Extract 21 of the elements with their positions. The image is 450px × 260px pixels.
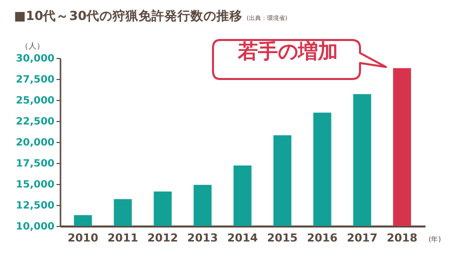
y-tick-label: 17,500 [16, 158, 55, 170]
x-tick-label: 2018 [386, 232, 418, 244]
x-tick-label: 2011 [108, 232, 138, 244]
y-tick-label: 27,500 [16, 74, 55, 86]
y-tick-label: 12,500 [16, 200, 55, 212]
x-tick-label: 2016 [306, 232, 338, 244]
y-tick-label: 25,000 [16, 96, 55, 106]
chart-title: ■10代～30代の狩猟免許発行数の推移 [14, 8, 243, 23]
y-tick-label: 22,500 [16, 116, 55, 128]
x-tick-label: 2017 [346, 232, 378, 244]
y-tick-label: 10,000 [16, 222, 55, 232]
x-tick-label: 2010 [68, 232, 99, 244]
y-tick-label: 15,000 [16, 180, 55, 190]
x-tick-label: 2012 [147, 232, 178, 244]
annotation: 若手の増加 [236, 38, 339, 65]
x-tick-label: 2014 [227, 232, 258, 244]
y-tick-label: 20,000 [16, 138, 55, 148]
y-tick-label: 30,000 [16, 54, 55, 64]
y-axis-title: （人） [20, 42, 44, 50]
x-tick-label: 2015 [267, 232, 298, 244]
x-tick-label: 2013 [187, 232, 218, 244]
